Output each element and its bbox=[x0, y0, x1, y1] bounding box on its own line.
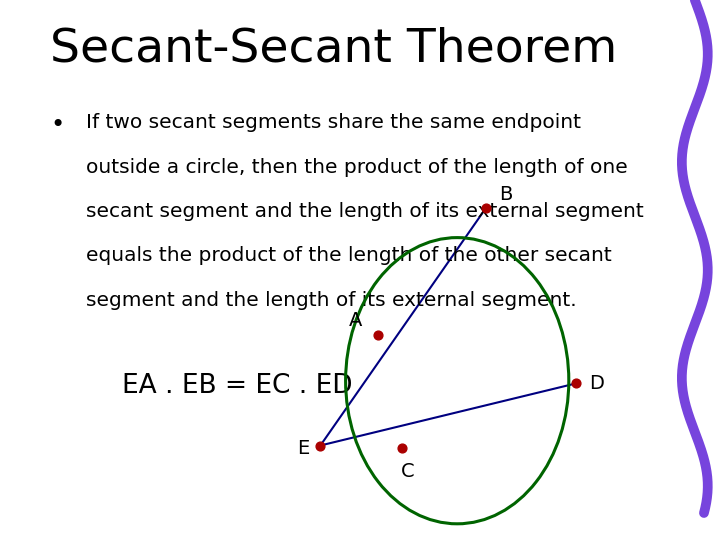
Text: outside a circle, then the product of the length of one: outside a circle, then the product of th… bbox=[86, 158, 628, 177]
Text: Secant-Secant Theorem: Secant-Secant Theorem bbox=[50, 27, 618, 72]
Point bbox=[372, 330, 384, 339]
Text: A: A bbox=[348, 312, 362, 330]
Text: C: C bbox=[401, 462, 414, 481]
Text: E: E bbox=[297, 438, 310, 458]
Point bbox=[480, 204, 492, 212]
Point bbox=[570, 379, 582, 388]
Text: secant segment and the length of its external segment: secant segment and the length of its ext… bbox=[86, 202, 644, 221]
Text: D: D bbox=[589, 374, 604, 393]
Text: If two secant segments share the same endpoint: If two secant segments share the same en… bbox=[86, 113, 582, 132]
Text: equals the product of the length of the other secant: equals the product of the length of the … bbox=[86, 246, 612, 265]
Point bbox=[396, 444, 408, 453]
Text: •: • bbox=[50, 113, 65, 137]
Text: B: B bbox=[499, 185, 513, 204]
Text: segment and the length of its external segment.: segment and the length of its external s… bbox=[86, 291, 577, 309]
Point bbox=[315, 441, 326, 450]
Text: EA . EB = EC . ED: EA . EB = EC . ED bbox=[122, 373, 353, 399]
